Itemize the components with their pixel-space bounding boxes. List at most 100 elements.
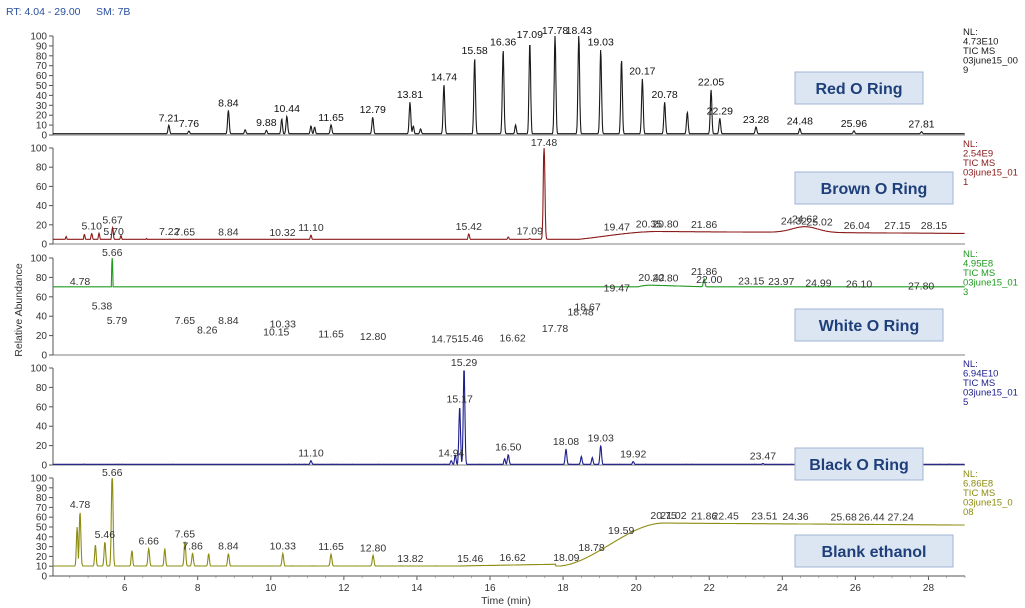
y-tick-label: 40	[36, 312, 48, 323]
peak-label: 14.94	[438, 448, 464, 460]
peak-label: 16.36	[490, 37, 516, 49]
nl-info-line: NL:	[963, 139, 978, 150]
peak-label: 23.47	[750, 450, 776, 462]
y-tick-label: 0	[41, 351, 47, 362]
y-tick-label: 10	[36, 562, 48, 573]
peak-label: 14.74	[431, 71, 457, 83]
peak-label: 18.43	[566, 25, 592, 37]
peak-label: 20.80	[652, 273, 678, 285]
peak-label: 5.66	[102, 467, 123, 479]
chromatogram-trace	[53, 147, 965, 240]
y-tick-label: 50	[36, 523, 48, 534]
nl-info-line: 6.86E8	[963, 479, 993, 490]
nl-info-line: NL:	[963, 249, 978, 260]
peak-label: 23.97	[768, 276, 794, 288]
peak-label: 19.03	[588, 432, 614, 444]
peak-label: 15.29	[451, 357, 477, 369]
nl-info-line: 03june15_01	[963, 278, 1018, 289]
peak-label: 5.66	[102, 247, 123, 259]
peak-label: 12.80	[360, 542, 386, 554]
peak-label: 17.48	[531, 137, 557, 149]
sample-label: Brown O Ring	[821, 181, 928, 198]
y-tick-label: 0	[41, 572, 47, 583]
peak-label: 22.05	[698, 77, 724, 89]
peak-label: 19.47	[604, 282, 630, 294]
y-tick-label: 20	[36, 111, 48, 122]
peak-label: 16.62	[500, 332, 526, 344]
nl-info-line: 9	[963, 65, 968, 76]
peak-label: 4.78	[70, 276, 91, 288]
peak-label: 15.17	[447, 394, 473, 406]
nl-info-line: TIC MS	[963, 488, 995, 499]
y-tick-label: 60	[36, 402, 48, 413]
y-tick-label: 10	[36, 121, 48, 132]
peak-label: 22.29	[707, 105, 733, 117]
peak-label: 18.08	[553, 436, 579, 448]
peak-label: 21.86	[691, 219, 717, 231]
y-tick-label: 20	[36, 220, 48, 231]
nl-info-line: 03june15_01	[963, 388, 1018, 399]
peak-label: 6.66	[139, 535, 160, 547]
peak-label: 17.78	[542, 323, 568, 335]
nl-info-line: 4.95E8	[963, 259, 993, 270]
peak-label: 9.88	[256, 117, 277, 129]
peak-label: 11.65	[318, 541, 344, 553]
peak-label: 13.82	[397, 553, 423, 565]
peak-label: 18.78	[578, 542, 604, 554]
peak-label: 12.79	[360, 104, 386, 116]
peak-label: 25.68	[831, 511, 857, 523]
nl-info-line: 03june15_0	[963, 498, 1013, 509]
peak-label: 10.33	[270, 540, 296, 552]
peak-label: 5.38	[92, 300, 113, 312]
peak-label: 20.78	[652, 89, 678, 101]
y-tick-label: 90	[36, 41, 48, 52]
nl-info-line: 4.73E10	[963, 37, 998, 48]
chromatogram-trace	[53, 35, 965, 135]
peak-label: 17.78	[542, 25, 568, 37]
peak-label: 7.65	[175, 226, 196, 238]
peak-label: 12.80	[360, 331, 386, 343]
nl-info-line: TIC MS	[963, 158, 995, 169]
peak-label: 14.75	[431, 334, 457, 346]
peak-label: 24.99	[805, 277, 831, 289]
nl-info-line: 03june15_01	[963, 168, 1018, 179]
peak-label: 23.51	[751, 511, 777, 523]
peak-label: 8.26	[197, 324, 218, 336]
peak-label: 19.92	[620, 449, 646, 461]
sample-label: Blank ethanol	[822, 544, 927, 561]
peak-label: 15.46	[457, 553, 483, 565]
peak-label: 24.32	[781, 215, 807, 227]
peak-label: 20.42	[638, 272, 664, 284]
nl-info-line: 03june15_00	[963, 56, 1018, 67]
x-tick-label: 26	[850, 583, 862, 594]
y-tick-label: 60	[36, 71, 48, 82]
y-tick-label: 100	[30, 364, 47, 375]
peak-label: 13.81	[397, 89, 423, 101]
y-tick-label: 80	[36, 273, 48, 284]
peak-label: 17.09	[517, 29, 543, 41]
y-tick-label: 50	[36, 81, 48, 92]
peak-label: 27.24	[888, 512, 914, 524]
y-axis-title: Relative Abundance	[13, 263, 25, 357]
x-tick-label: 28	[923, 583, 935, 594]
peak-label: 5.70	[103, 226, 124, 238]
peak-label: 19.47	[604, 222, 630, 234]
peak-label: 20.17	[629, 66, 655, 78]
y-tick-label: 60	[36, 513, 48, 524]
sample-label-box	[794, 308, 944, 342]
y-tick-label: 100	[30, 32, 47, 43]
x-tick-label: 10	[265, 583, 277, 594]
nl-info-line: 3	[963, 287, 968, 298]
peak-label: 5.79	[107, 315, 128, 327]
panel-1: 0 20 40 60 80 100 5.10 5.675.70 7.227.65 8.84 10.3…	[30, 137, 1018, 251]
peak-label: 27.80	[908, 281, 934, 293]
panel-2: 0 20 40 60 80 100 4.785.38 5.66 5.79 7.658.268.84…	[30, 247, 1018, 362]
sample-label-box	[794, 171, 954, 205]
sample-label: Red O Ring	[815, 81, 902, 98]
peak-label: 5.46	[95, 529, 116, 541]
peak-label: 16.50	[495, 442, 521, 454]
x-tick-label: 16	[484, 583, 496, 594]
nl-info-line: 2.54E9	[963, 149, 993, 160]
peak-label: 18.09	[553, 552, 579, 564]
peak-label: 7.22	[159, 226, 180, 238]
